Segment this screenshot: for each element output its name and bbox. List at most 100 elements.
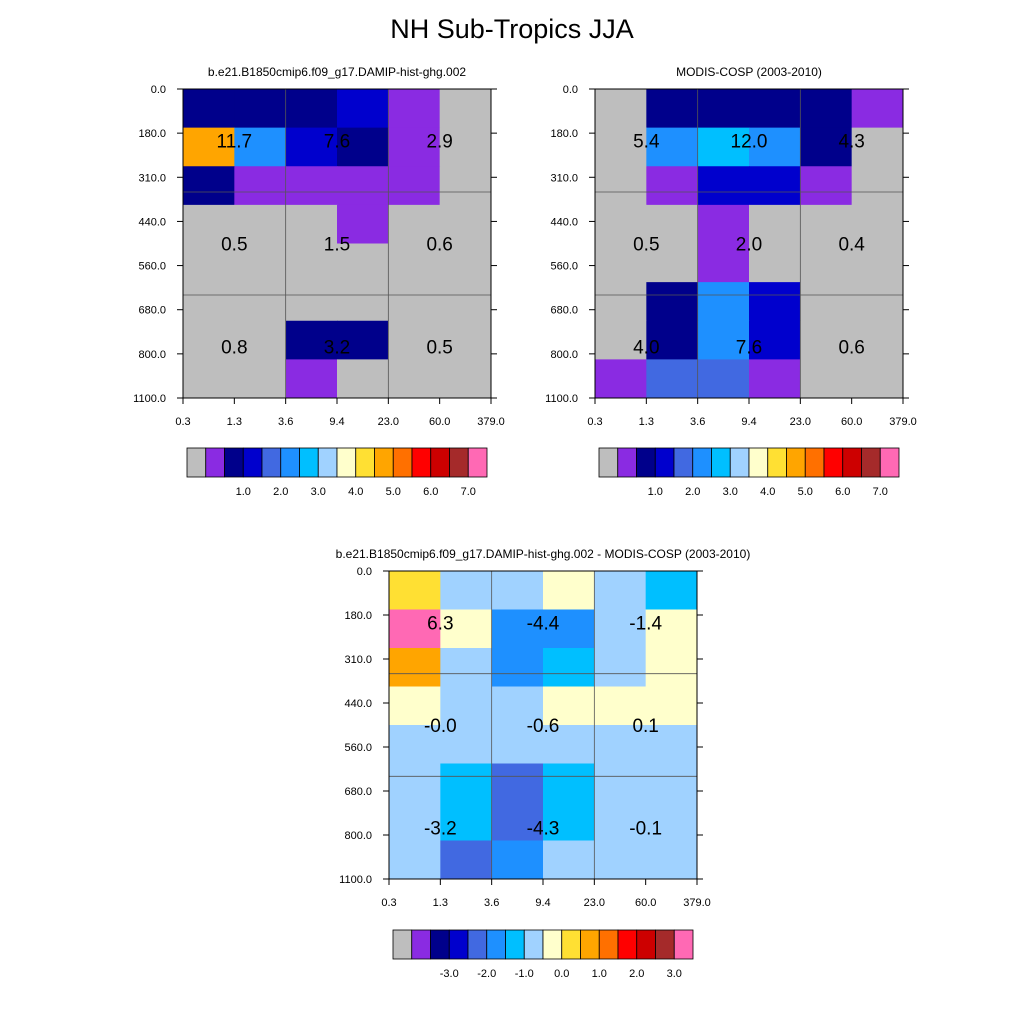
heatmap-cell (388, 127, 441, 167)
y-tick-label: 440.0 (344, 698, 372, 710)
block-value-label: 4.3 (838, 132, 864, 153)
colorbar-swatch (411, 929, 431, 960)
block-value-label: 0.4 (838, 235, 865, 256)
colorbar-label: 4.0 (348, 486, 363, 498)
heatmap-cell (800, 166, 853, 206)
heatmap-cell (183, 320, 235, 360)
x-tick-label: 60.0 (841, 416, 862, 428)
heatmap-cell (440, 802, 493, 841)
heatmap-cell (595, 320, 647, 360)
heatmap-cell (491, 802, 544, 841)
colorbar-swatch (636, 447, 656, 478)
heatmap-cell (389, 686, 441, 726)
y-tick-label: 0.0 (563, 84, 578, 96)
colorbar-swatch (355, 447, 375, 478)
main-title: NH Sub-Tropics JJA (390, 14, 634, 44)
heatmap-cell (749, 282, 801, 322)
x-tick-label: 9.4 (329, 416, 344, 428)
heatmap-cell (697, 320, 750, 360)
heatmap-cell (440, 763, 493, 803)
colorbar-swatch (748, 447, 769, 478)
heatmap-cell (285, 282, 338, 322)
heatmap-cell (594, 802, 647, 841)
colorbar-swatch (580, 929, 600, 960)
block-value-label: 0.1 (632, 716, 658, 737)
panel-title: MODIS-COSP (2003-2010) (676, 65, 822, 79)
heatmap-cell (440, 648, 493, 687)
block-value-label: -0.1 (629, 819, 662, 840)
heatmap-cell (439, 243, 492, 283)
heatmap-cell (234, 89, 287, 129)
block-value-label: -4.4 (527, 613, 560, 634)
colorbar-swatch (430, 447, 450, 478)
colorbar-label: 4.0 (760, 486, 775, 498)
colorbar-label: 6.0 (835, 486, 850, 498)
x-tick-label: 1.3 (639, 416, 654, 428)
heatmap-cell (183, 89, 235, 129)
heatmap-cell (183, 243, 235, 283)
block-value-label: -4.3 (527, 819, 560, 840)
heatmap-cell (439, 359, 492, 399)
colorbar-swatch (224, 447, 244, 478)
block-value-label: -3.2 (424, 819, 457, 840)
colorbar-swatch (542, 929, 563, 960)
heatmap-cell (543, 648, 595, 687)
heatmap-cell (800, 320, 853, 360)
heatmap-cell (594, 686, 647, 726)
block-value-label: 3.2 (324, 338, 350, 359)
colorbar-label: 3.0 (311, 486, 326, 498)
x-tick-label: 9.4 (535, 897, 550, 909)
block-value-label: 0.5 (426, 338, 452, 359)
colorbar-label: 3.0 (723, 486, 738, 498)
heatmap-cell (491, 763, 544, 803)
heatmap-cell (285, 89, 338, 129)
colorbar-swatch (861, 447, 881, 478)
x-tick-label: 379.0 (889, 416, 917, 428)
heatmap-cell (389, 840, 441, 880)
heatmap-cell (337, 204, 389, 244)
colorbar-swatch (186, 447, 207, 478)
y-tick-label: 0.0 (357, 566, 372, 578)
colorbar-swatch (336, 447, 357, 478)
heatmap-cell (183, 359, 235, 399)
heatmap-cell (439, 204, 492, 244)
heatmap-cell (800, 282, 853, 322)
heatmap-cell (440, 571, 493, 610)
heatmap-cell (646, 282, 699, 322)
heatmap-cell (800, 359, 853, 399)
heatmap-cell (337, 359, 389, 399)
heatmap-cell (800, 127, 853, 167)
colorbar-swatch (205, 447, 225, 478)
heatmap-cell (491, 725, 544, 764)
block-value-label: 6.3 (427, 613, 453, 634)
block-value-label: -0.6 (527, 716, 560, 737)
block-value-label: 7.6 (324, 132, 350, 153)
y-tick-label: 310.0 (138, 172, 166, 184)
block-value-label: 0.5 (221, 235, 247, 256)
colorbar-label: 7.0 (873, 486, 888, 498)
colorbar-swatch (692, 447, 712, 478)
block-value-label: 0.5 (633, 235, 659, 256)
x-tick-label: 3.6 (484, 897, 499, 909)
heatmap-cell (234, 166, 287, 206)
heatmap-cell (645, 686, 698, 726)
colorbar-swatch (523, 929, 544, 960)
colorbar-swatch (804, 447, 825, 478)
colorbar-swatch (374, 447, 394, 478)
x-tick-label: 379.0 (477, 416, 505, 428)
y-tick-label: 310.0 (344, 654, 372, 666)
colorbar-label: -3.0 (440, 968, 459, 980)
colorbar-diff: -3.0 -2.0 -1.0 0.0 1.0 2.0 3.0 (392, 929, 694, 980)
heatmap-cell (440, 686, 493, 726)
colorbar-label: 2.0 (273, 486, 288, 498)
heatmap-cell (388, 243, 441, 283)
heatmap-cell (697, 243, 750, 283)
heatmap-cell (234, 127, 287, 167)
heatmap-cell (851, 204, 904, 244)
colorbar-label: 5.0 (798, 486, 813, 498)
block-value-label: 2.0 (736, 235, 762, 256)
colorbar-swatch (467, 929, 488, 960)
heatmap-cell (800, 204, 853, 244)
heatmap-cell (851, 282, 904, 322)
colorbar-swatch (430, 929, 450, 960)
